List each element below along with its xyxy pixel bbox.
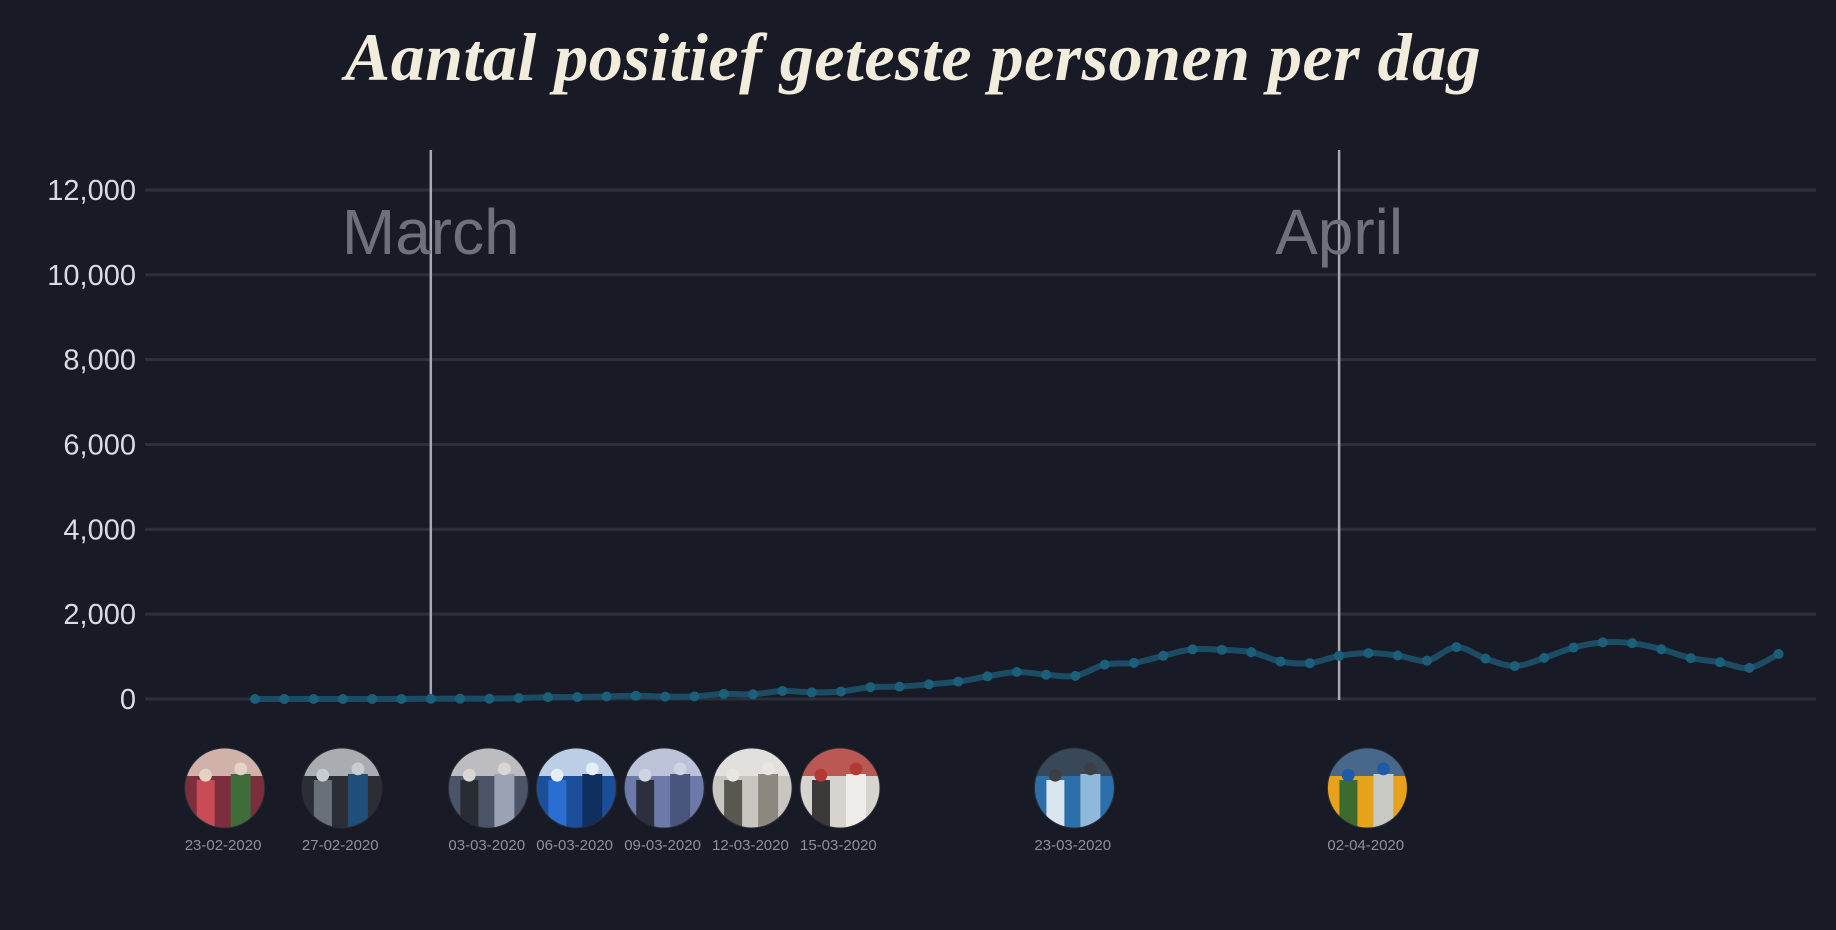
data-point[interactable] [1334,650,1345,661]
event-date-label: 15-03-2020 [800,837,877,854]
data-point[interactable] [513,693,524,704]
data-point[interactable] [689,691,700,702]
data-point[interactable] [455,693,466,704]
data-point[interactable] [1275,656,1286,667]
data-point[interactable] [1246,647,1257,658]
data-point[interactable] [367,693,378,704]
data-point[interactable] [396,693,407,704]
data-point[interactable] [425,693,436,704]
data-point[interactable] [279,694,290,704]
event-date-label: 23-03-2020 [1034,837,1111,854]
data-point[interactable] [1744,662,1755,673]
thumbnail-ring [711,747,793,829]
data-point[interactable] [748,689,759,700]
data-point[interactable] [836,686,846,697]
data-point[interactable] [1597,637,1608,648]
data-point[interactable] [1070,670,1081,681]
data-point[interactable] [982,671,993,682]
thumbnail-ring [1326,747,1408,829]
data-point[interactable] [1685,653,1696,664]
event-date-label: 09-03-2020 [624,837,701,854]
data-point[interactable] [572,692,583,703]
data-point[interactable] [806,687,817,698]
empty-shelves-thumbnail[interactable] [712,748,793,832]
thumbnail-ring [184,747,266,829]
data-point[interactable] [953,676,964,687]
thumbnail-ring [301,747,383,829]
data-point[interactable] [1422,655,1432,666]
data-point[interactable] [484,693,495,704]
month-label: April [1275,196,1403,268]
data-point[interactable] [250,694,260,704]
event-date-label: 12-03-2020 [712,837,789,854]
chart-title: Aantal positief geteste personen per dag [344,19,1482,95]
store-interior-thumbnail[interactable] [800,748,880,832]
data-point[interactable] [337,694,348,704]
data-point[interactable] [1480,653,1491,664]
data-point[interactable] [1129,657,1139,668]
data-point[interactable] [1509,661,1520,672]
data-point[interactable] [1304,658,1315,669]
y-tick-label: 0 [120,684,136,716]
data-point[interactable] [1099,659,1110,670]
series-layer [250,637,1784,704]
month-label: March [342,196,520,268]
data-point[interactable] [601,691,612,702]
data-point[interactable] [1041,669,1052,680]
data-point[interactable] [630,690,641,701]
data-point[interactable] [308,694,319,704]
thumbnail-ring [535,747,617,829]
thumbnail-ring [1033,747,1115,829]
data-point[interactable] [1216,644,1227,655]
event-date-label: 02-04-2020 [1327,837,1404,854]
yellow-cart-park-thumbnail[interactable] [1327,748,1408,832]
y-tick-label: 12,000 [47,175,136,207]
data-point[interactable] [923,679,934,690]
y-tick-label: 4,000 [63,514,136,546]
data-point[interactable] [543,692,553,703]
event-date-label: 23-02-2020 [185,837,262,854]
press-conference-podium-thumbnail[interactable] [624,748,705,832]
thumbnail-ring [623,747,705,829]
press-conference-two-men-thumbnail[interactable] [448,748,529,832]
data-point[interactable] [1656,644,1667,655]
event-thumbnails: 23-02-2020 27-02-2020 03-03-2020 06-03-2020… [184,747,1408,854]
data-point[interactable] [1568,642,1579,653]
data-point[interactable] [1363,648,1374,659]
data-point[interactable] [777,685,788,696]
data-point[interactable] [1627,638,1638,649]
data-point[interactable] [1158,650,1169,661]
data-point[interactable] [1392,650,1403,661]
event-date-label: 27-02-2020 [302,837,379,854]
event-date-label: 06-03-2020 [536,837,613,854]
people-walking-masks-thumbnail[interactable] [301,748,382,832]
data-point[interactable] [1539,652,1550,663]
kruidvat-storefront-thumbnail[interactable] [536,748,617,832]
carnival-crowd-thumbnail[interactable] [184,748,265,832]
data-point[interactable] [1187,644,1198,655]
data-point[interactable] [865,682,876,693]
month-markers: March April [342,150,1403,700]
thumbnail-ring [447,747,529,829]
thumbnail-ring [799,747,881,829]
y-tick-label: 10,000 [47,260,136,292]
y-tick-label: 6,000 [63,430,136,462]
data-point[interactable] [660,691,671,702]
y-tick-label: 8,000 [63,345,136,377]
data-point[interactable] [1715,657,1725,668]
event-date-label: 03-03-2020 [448,837,525,854]
data-point[interactable] [894,681,905,692]
y-tick-label: 2,000 [63,599,136,631]
data-point[interactable] [1451,642,1462,653]
y-axis-ticks: 0 2,000 4,000 6,000 8,000 10,000 12,000 [47,175,136,716]
data-point[interactable] [718,688,729,699]
data-point[interactable] [1773,648,1784,659]
data-point[interactable] [1011,666,1022,677]
press-conference-screens-thumbnail[interactable] [1034,748,1115,832]
